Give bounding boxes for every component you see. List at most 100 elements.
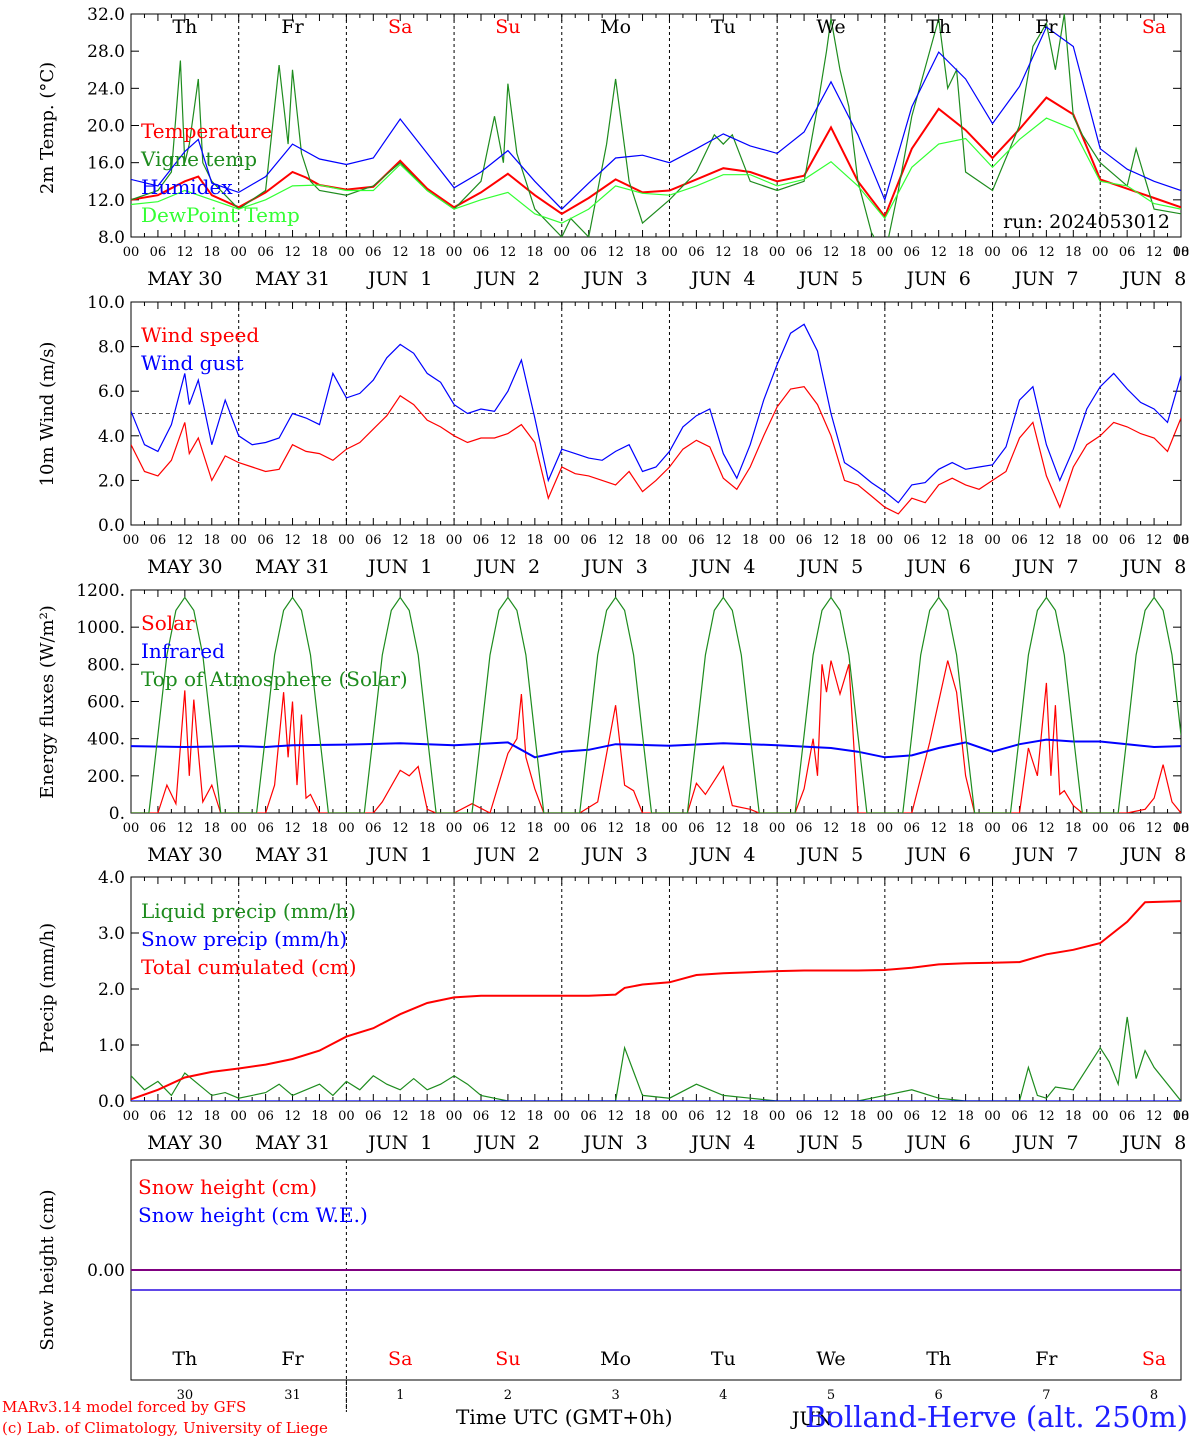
hour-tick-label: 12 xyxy=(1146,533,1163,548)
series-line xyxy=(131,386,1181,515)
hour-tick-label: 06 xyxy=(580,1109,597,1124)
hour-tick-label: 18 xyxy=(311,533,328,548)
hour-tick-label: 06 xyxy=(688,1109,705,1124)
hour-tick-label: 18 xyxy=(203,533,220,548)
date-label: MAY 30 xyxy=(147,1132,222,1154)
hour-tick-label: 12 xyxy=(1038,821,1055,836)
legend-entry: Solar xyxy=(141,611,195,635)
date-label: JUN 6 xyxy=(904,844,970,866)
hour-tick-label: 12 xyxy=(284,1109,301,1124)
hour-tick-label: 18 xyxy=(527,821,544,836)
hour-tick-label: 18 xyxy=(1173,533,1190,548)
hour-tick-label: 12 xyxy=(500,245,517,260)
hour-tick-label: 00 xyxy=(338,1109,355,1124)
hour-tick-label: 00 xyxy=(553,533,570,548)
hour-tick-label: 12 xyxy=(715,821,732,836)
weekday-label: Fr xyxy=(1035,1348,1058,1370)
hour-tick-label: 18 xyxy=(419,1109,436,1124)
hour-tick-label: 06 xyxy=(365,533,382,548)
date-label: MAY 31 xyxy=(255,268,330,290)
series-line xyxy=(131,14,1181,237)
hour-tick-label: 00 xyxy=(769,1109,786,1124)
hour-tick-label: 18 xyxy=(527,533,544,548)
hour-tick-label: 18 xyxy=(419,821,436,836)
hour-tick-label: 18 xyxy=(850,533,867,548)
hour-tick-label: 06 xyxy=(903,533,920,548)
hour-tick-label: 06 xyxy=(150,245,167,260)
y-axis-label: 10m Wind (m/s) xyxy=(37,342,58,487)
hour-tick-label: 06 xyxy=(365,821,382,836)
hour-tick-label: 06 xyxy=(1011,821,1028,836)
y-tick-label: 0.00 xyxy=(87,1261,125,1281)
date-label: MAY 31 xyxy=(255,1132,330,1154)
date-label: JUN 3 xyxy=(581,1132,647,1154)
hour-tick-label: 00 xyxy=(1092,245,1109,260)
y-axis-label: 2m Temp. (°C) xyxy=(37,62,58,194)
credit-lab: (c) Lab. of Climatology, University of L… xyxy=(2,1419,328,1437)
hour-tick-label: 00 xyxy=(230,533,247,548)
hour-tick-label: 06 xyxy=(1119,245,1136,260)
y-tick-label: 2.0 xyxy=(98,980,125,1000)
legend-entry: Total cumulated (cm) xyxy=(141,955,357,979)
hour-tick-label: 06 xyxy=(1011,1109,1028,1124)
y-tick-label: 0. xyxy=(109,804,125,824)
hour-tick-label: 00 xyxy=(984,533,1001,548)
hour-tick-label: 00 xyxy=(1173,245,1190,260)
x-axis-title: Time UTC (GMT+0h) xyxy=(456,1405,673,1429)
date-label: MAY 31 xyxy=(255,844,330,866)
date-label: JUN 6 xyxy=(904,268,970,290)
hour-tick-label: 12 xyxy=(1038,533,1055,548)
hour-tick-label: 06 xyxy=(1011,533,1028,548)
hour-tick-label: 12 xyxy=(392,533,409,548)
hour-tick-label: 18 xyxy=(957,821,974,836)
hour-tick-label: 18 xyxy=(1065,1109,1082,1124)
hour-tick-label: 12 xyxy=(1038,245,1055,260)
hour-tick-label: 00 xyxy=(769,821,786,836)
weekday-label: Sa xyxy=(388,1348,412,1370)
hour-tick-label: 00 xyxy=(877,1109,894,1124)
date-label: JUN 2 xyxy=(474,844,540,866)
hour-tick-label: 12 xyxy=(177,821,194,836)
hour-tick-label: 06 xyxy=(257,533,274,548)
legend-entry: Wind gust xyxy=(141,351,244,375)
y-tick-label: 400. xyxy=(87,730,125,750)
legend-entry: Infrared xyxy=(141,639,225,663)
hour-tick-label: 12 xyxy=(500,533,517,548)
hour-tick-label: 00 xyxy=(553,1109,570,1124)
hour-tick-label: 06 xyxy=(257,821,274,836)
hour-tick-label: 06 xyxy=(1119,1109,1136,1124)
hour-tick-label: 06 xyxy=(796,821,813,836)
credit-model: MARv3.14 model forced by GFS xyxy=(2,1398,247,1416)
hour-tick-label: 18 xyxy=(634,245,651,260)
hour-tick-label: 12 xyxy=(1146,1109,1163,1124)
hour-tick-label: 18 xyxy=(1173,1109,1190,1124)
hour-tick-label: 06 xyxy=(150,821,167,836)
hour-tick-label: 00 xyxy=(661,245,678,260)
hour-tick-label: 00 xyxy=(123,821,140,836)
hour-tick-label: 12 xyxy=(823,821,840,836)
date-label: JUN 6 xyxy=(904,556,970,578)
hour-tick-label: 00 xyxy=(446,245,463,260)
hour-tick-label: 18 xyxy=(311,821,328,836)
hour-tick-label: 12 xyxy=(823,1109,840,1124)
date-label: JUN 3 xyxy=(581,844,647,866)
date-label: JUN 8 xyxy=(1120,556,1186,578)
hour-tick-label: 18 xyxy=(850,821,867,836)
hour-tick-label: 18 xyxy=(527,1109,544,1124)
series-line xyxy=(131,738,1181,759)
weekday-label: Th xyxy=(172,16,197,38)
date-label: JUN 4 xyxy=(689,1132,755,1154)
hour-tick-label: 06 xyxy=(688,533,705,548)
weekday-label: Sa xyxy=(388,16,412,38)
y-tick-label: 1.0 xyxy=(98,1036,125,1056)
hour-tick-label: 00 xyxy=(446,821,463,836)
hour-tick-label: 06 xyxy=(365,1109,382,1124)
day-number: 2 xyxy=(504,1388,512,1403)
date-label: JUN 8 xyxy=(1120,844,1186,866)
hour-tick-label: 12 xyxy=(607,245,624,260)
day-number: 7 xyxy=(1042,1388,1050,1403)
day-number: 6 xyxy=(935,1388,943,1403)
hour-tick-label: 12 xyxy=(177,245,194,260)
weekday-label: Su xyxy=(495,1348,520,1370)
hour-tick-label: 00 xyxy=(446,533,463,548)
